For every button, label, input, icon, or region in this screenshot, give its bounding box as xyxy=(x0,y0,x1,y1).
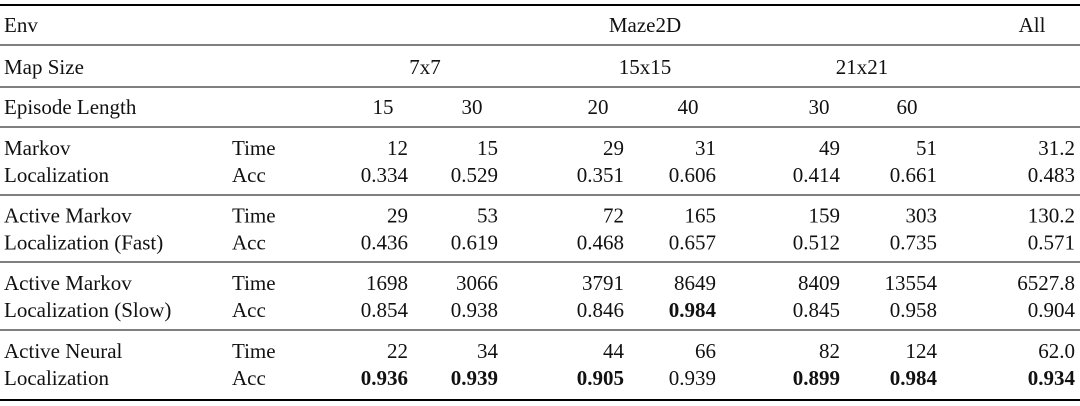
map-size: 7x7 xyxy=(409,55,441,79)
cell: 1698 xyxy=(366,271,408,295)
episode-length: 20 xyxy=(588,95,609,119)
cell: 0.351 xyxy=(577,163,624,187)
method-name: Active Markov xyxy=(4,271,132,295)
cell: 0.468 xyxy=(577,231,624,255)
cell: 165 xyxy=(685,204,717,228)
cell: 12 xyxy=(387,136,408,160)
metric: Acc xyxy=(232,163,266,187)
cell: 303 xyxy=(906,204,938,228)
episode-length: 60 xyxy=(897,95,918,119)
cell: 0.984 xyxy=(669,298,717,322)
cell: 13554 xyxy=(885,271,938,295)
cell: 0.512 xyxy=(793,231,840,255)
cell: 8649 xyxy=(674,271,716,295)
method-name: Localization xyxy=(4,366,109,390)
method-name: Markov xyxy=(4,136,71,160)
cell: 159 xyxy=(809,204,841,228)
cell: 0.936 xyxy=(361,366,408,390)
cell: 3791 xyxy=(582,271,624,295)
cell: 0.571 xyxy=(1028,231,1075,255)
cell: 0.483 xyxy=(1028,163,1075,187)
cell: 31.2 xyxy=(1038,136,1075,160)
header-label: Episode Length xyxy=(4,95,137,119)
metric: Time xyxy=(232,271,276,295)
header-all: All xyxy=(1019,13,1046,37)
cell: 29 xyxy=(387,204,408,228)
cell: 53 xyxy=(477,204,498,228)
header-label: Env xyxy=(4,13,38,37)
cell: 0.334 xyxy=(361,163,409,187)
metric: Acc xyxy=(232,298,266,322)
metric: Time xyxy=(232,136,276,160)
cell: 0.934 xyxy=(1028,366,1076,390)
cell: 0.414 xyxy=(793,163,841,187)
cell: 6527.8 xyxy=(1017,271,1075,295)
cell: 49 xyxy=(819,136,840,160)
cell: 62.0 xyxy=(1038,339,1075,363)
metric: Acc xyxy=(232,231,266,255)
cell: 66 xyxy=(695,339,716,363)
cell: 0.735 xyxy=(890,231,937,255)
cell: 0.984 xyxy=(890,366,938,390)
cell: 0.905 xyxy=(577,366,624,390)
cell: 31 xyxy=(695,136,716,160)
metric: Acc xyxy=(232,366,266,390)
cell: 82 xyxy=(819,339,840,363)
cell: 0.845 xyxy=(793,298,840,322)
episode-length: 30 xyxy=(462,95,483,119)
cell: 0.657 xyxy=(669,231,716,255)
method-name: Localization (Fast) xyxy=(4,231,163,255)
cell: 0.899 xyxy=(793,366,840,390)
cell: 130.2 xyxy=(1028,204,1075,228)
method-name: Localization xyxy=(4,163,109,187)
cell: 22 xyxy=(387,339,408,363)
map-size: 15x15 xyxy=(619,55,672,79)
method-name: Active Markov xyxy=(4,204,132,228)
cell: 0.939 xyxy=(451,366,498,390)
map-size: 21x21 xyxy=(836,55,889,79)
cell: 3066 xyxy=(456,271,498,295)
cell: 0.939 xyxy=(669,366,716,390)
cell: 8409 xyxy=(798,271,840,295)
cell: 44 xyxy=(603,339,625,363)
cell: 15 xyxy=(477,136,498,160)
episode-length: 15 xyxy=(373,95,394,119)
cell: 51 xyxy=(916,136,937,160)
cell: 0.436 xyxy=(361,231,408,255)
cell: 29 xyxy=(603,136,624,160)
episode-length: 30 xyxy=(809,95,830,119)
cell: 0.854 xyxy=(361,298,409,322)
cell: 0.529 xyxy=(451,163,498,187)
cell: 0.958 xyxy=(890,298,937,322)
header-env: Maze2D xyxy=(609,13,681,37)
cell: 0.606 xyxy=(669,163,716,187)
cell: 0.904 xyxy=(1028,298,1076,322)
metric: Time xyxy=(232,204,276,228)
cell: 0.619 xyxy=(451,231,498,255)
header-label: Map Size xyxy=(4,55,84,79)
cell: 34 xyxy=(477,339,499,363)
cell: 0.661 xyxy=(890,163,937,187)
method-name: Localization (Slow) xyxy=(4,298,171,322)
cell: 72 xyxy=(603,204,624,228)
episode-length: 40 xyxy=(678,95,699,119)
method-name: Active Neural xyxy=(4,339,123,363)
cell: 0.938 xyxy=(451,298,498,322)
metric: Time xyxy=(232,339,276,363)
cell: 0.846 xyxy=(577,298,624,322)
cell: 124 xyxy=(906,339,938,363)
